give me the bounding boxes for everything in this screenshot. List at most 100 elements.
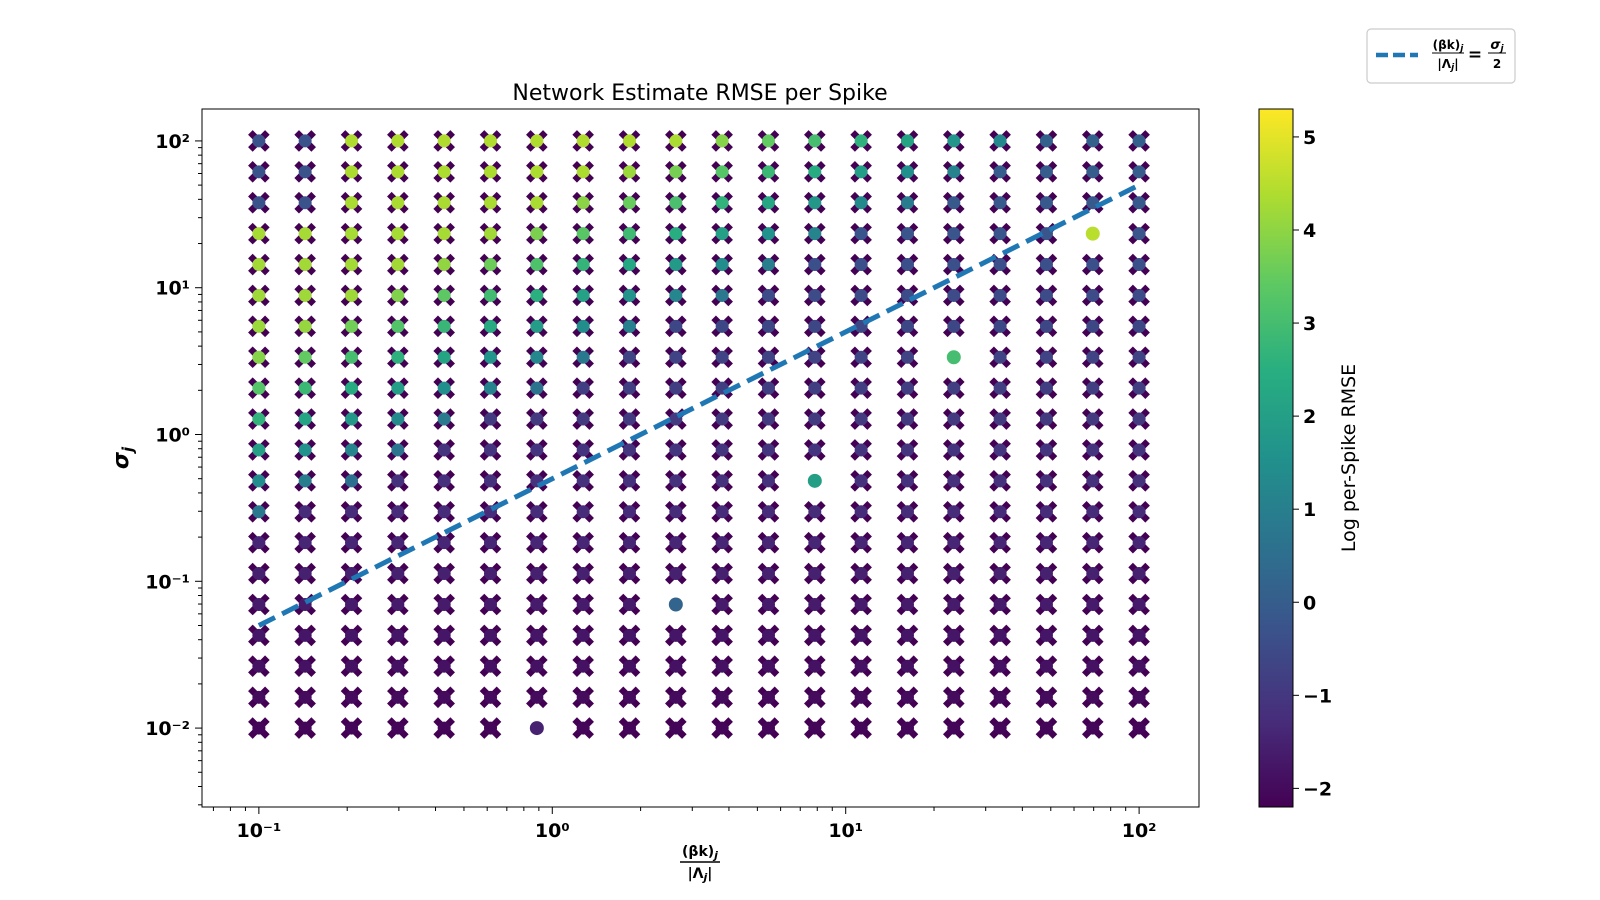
failure-marker — [1128, 253, 1150, 276]
failure-marker — [665, 346, 687, 369]
success-point — [1085, 226, 1100, 241]
failure-marker — [572, 562, 594, 585]
failure-marker — [1081, 315, 1104, 338]
failure-marker — [804, 130, 826, 152]
success-point — [529, 721, 544, 736]
failure-marker — [665, 253, 687, 276]
failure-marker — [757, 562, 780, 585]
failure-marker — [479, 470, 502, 492]
failure-marker — [433, 346, 455, 369]
failure-marker — [340, 686, 363, 709]
failure-marker — [248, 655, 270, 677]
failure-marker — [526, 130, 548, 152]
failure-marker — [896, 161, 919, 183]
failure-marker — [572, 377, 594, 399]
failure-marker — [294, 377, 316, 399]
failure-marker — [989, 222, 1011, 245]
failure-marker — [433, 655, 455, 677]
failure-marker — [757, 470, 780, 492]
failure-marker — [618, 130, 641, 152]
failure-marker — [387, 346, 409, 369]
failure-marker — [850, 593, 872, 616]
svg-text:|Λj|: |Λj| — [688, 866, 713, 884]
failure-marker — [757, 439, 780, 461]
failure-marker — [618, 470, 641, 492]
failure-marker — [340, 717, 363, 739]
failure-marker — [340, 624, 363, 647]
failure-marker — [479, 593, 502, 616]
failure-marker — [433, 161, 455, 183]
failure-marker — [479, 624, 502, 647]
failure-marker — [850, 500, 872, 523]
svg-text:(βk)j: (βk)j — [1433, 38, 1465, 54]
failure-marker — [804, 222, 826, 245]
failure-marker — [850, 161, 872, 183]
failure-marker — [850, 284, 872, 307]
failure-marker — [989, 346, 1011, 369]
plot-area — [201, 108, 1200, 808]
failure-marker — [804, 191, 826, 214]
failure-marker — [340, 130, 363, 152]
svg-text:(βk)j: (βk)j — [682, 844, 718, 862]
failure-marker — [340, 439, 363, 461]
failure-marker — [1035, 686, 1058, 709]
failure-marker — [1035, 593, 1058, 616]
failure-marker — [526, 686, 548, 709]
failure-marker — [526, 655, 548, 677]
failure-marker — [942, 222, 965, 245]
failure-marker — [942, 408, 965, 430]
failure-marker — [896, 408, 919, 430]
failure-marker — [1081, 439, 1104, 461]
failure-marker — [804, 686, 826, 709]
failure-marker — [479, 222, 502, 245]
failure-marker — [989, 717, 1011, 739]
failure-marker — [1081, 717, 1104, 739]
failure-marker — [711, 593, 733, 616]
failure-marker — [1035, 562, 1058, 585]
failure-marker — [479, 717, 502, 739]
colorbar-tick-label: 1 — [1303, 499, 1316, 521]
failure-marker — [618, 346, 641, 369]
failure-marker — [896, 655, 919, 677]
failure-marker — [294, 161, 316, 183]
failure-marker — [989, 130, 1011, 152]
failure-marker — [572, 624, 594, 647]
failure-marker — [757, 253, 780, 276]
failure-marker — [711, 500, 733, 523]
failure-marker — [989, 470, 1011, 492]
failure-marker — [526, 191, 548, 214]
legend: (βk)j |Λj| = σj 2 — [1366, 28, 1516, 84]
failure-marker — [248, 717, 270, 739]
failure-marker — [850, 624, 872, 647]
failure-marker — [618, 253, 641, 276]
failure-marker — [618, 593, 641, 616]
failure-marker — [1035, 439, 1058, 461]
failure-marker — [804, 439, 826, 461]
failure-marker — [989, 315, 1011, 338]
failure-marker — [479, 408, 502, 430]
failure-marker — [942, 284, 965, 307]
failure-marker — [294, 717, 316, 739]
failure-marker — [387, 284, 409, 307]
failure-marker — [1128, 191, 1150, 214]
failure-marker — [665, 624, 687, 647]
failure-marker — [850, 562, 872, 585]
failure-marker — [340, 655, 363, 677]
failure-marker — [1035, 130, 1058, 152]
failure-marker — [665, 470, 687, 492]
failure-marker — [479, 377, 502, 399]
failure-marker — [618, 408, 641, 430]
failure-marker — [526, 593, 548, 616]
failure-marker — [340, 161, 363, 183]
failure-marker — [387, 500, 409, 523]
failure-marker — [294, 408, 316, 430]
failure-marker — [850, 470, 872, 492]
failure-marker — [618, 284, 641, 307]
failure-marker — [248, 439, 270, 461]
x-tick-label: 10² — [1122, 820, 1157, 842]
failure-marker — [340, 253, 363, 276]
failure-marker — [572, 191, 594, 214]
failure-marker — [1128, 346, 1150, 369]
colorbar-tick-label: 4 — [1303, 220, 1316, 242]
